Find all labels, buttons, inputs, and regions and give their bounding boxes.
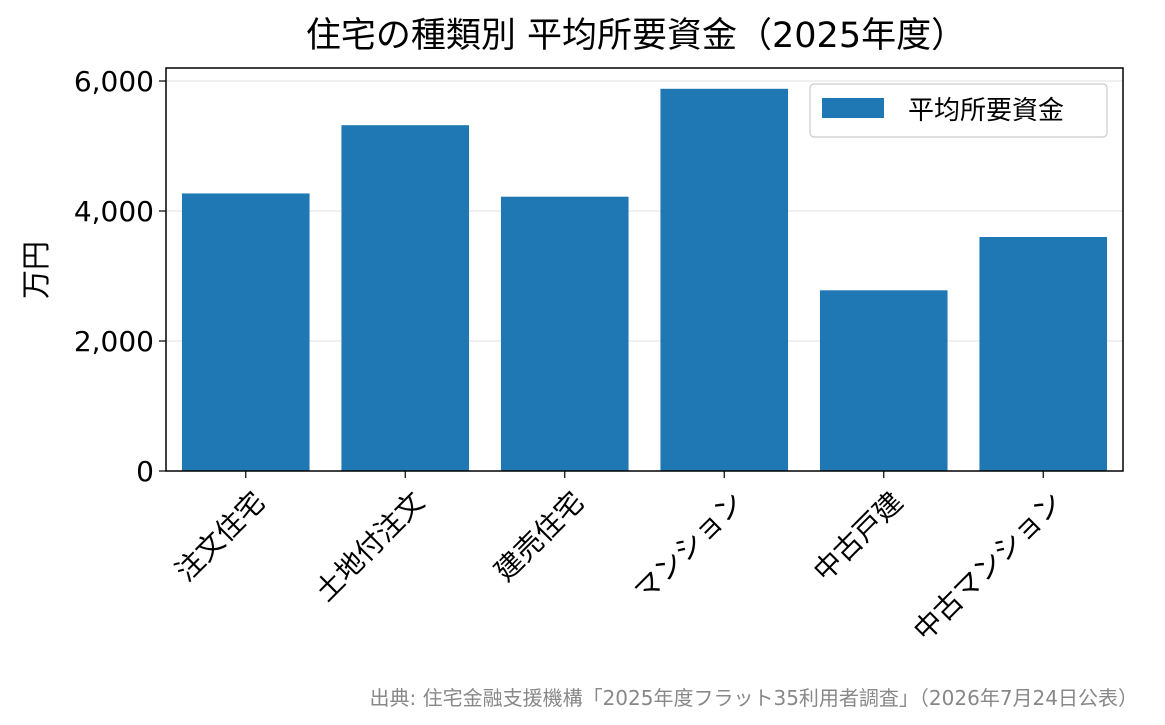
legend: 平均所要資金 xyxy=(809,83,1108,138)
bar xyxy=(819,290,948,471)
bar xyxy=(500,196,629,471)
chart-title: 住宅の種類別 平均所要資金（2025年度） xyxy=(306,16,966,56)
x-tick-label: 中古マンション xyxy=(907,485,1069,647)
bar xyxy=(341,125,470,471)
y-tick-label: 0 xyxy=(136,455,154,488)
legend-swatch xyxy=(822,98,884,118)
x-tick-label: 土地付注文 xyxy=(309,485,431,607)
bar xyxy=(979,237,1108,471)
bar xyxy=(181,193,310,471)
y-tick-label: 6,000 xyxy=(74,65,154,98)
legend-box xyxy=(809,83,1108,138)
bars xyxy=(181,88,1108,472)
source-note: 出典: 住宅金融支援機構「2025年度フラット35利用者調査」（2026年7月2… xyxy=(369,686,1138,710)
legend-label: 平均所要資金 xyxy=(908,96,1064,126)
y-axis-label: 万円 xyxy=(19,241,53,299)
plot-area-frame xyxy=(165,67,1124,472)
x-tick-label: 建売住宅 xyxy=(488,485,591,588)
x-tick-label: 中古戸建 xyxy=(807,485,910,588)
y-axis: 0 2,000 4,000 6,000 xyxy=(74,65,166,488)
x-tick-label: 注文住宅 xyxy=(169,485,272,588)
x-tick-label: マンション xyxy=(628,485,750,607)
y-tick-label: 4,000 xyxy=(74,195,154,228)
bar xyxy=(660,88,789,472)
gridlines xyxy=(166,80,1123,342)
y-tick-label: 2,000 xyxy=(74,325,154,358)
